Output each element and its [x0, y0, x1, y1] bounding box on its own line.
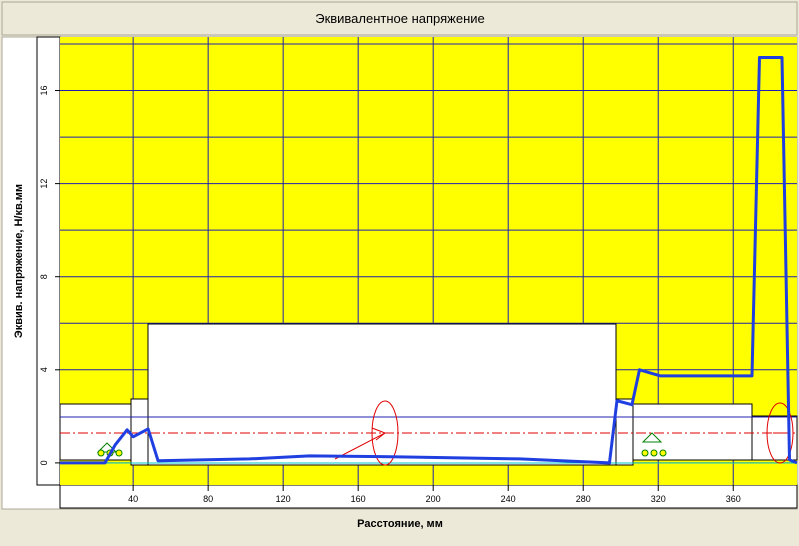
x-tick-label: 160 [351, 494, 366, 504]
y-tick-label: 12 [39, 179, 49, 189]
y-tick-label: 0 [39, 460, 49, 465]
x-tick-label: 40 [128, 494, 138, 504]
series [60, 55, 798, 465]
chart-title: Эквивалентное напряжение [315, 11, 485, 26]
y-axis-label: Эквив. напряжение, Н/кв.мм [13, 184, 25, 338]
x-tick-label: 320 [651, 494, 666, 504]
x-tick-label: 360 [726, 494, 741, 504]
data-line [60, 55, 798, 465]
x-tick-label: 280 [576, 494, 591, 504]
y-axis-strip [36, 36, 61, 486]
x-tick-label: 80 [203, 494, 213, 504]
y-tick-label: 4 [39, 367, 49, 372]
x-tick-label: 200 [426, 494, 441, 504]
x-tick-label: 240 [501, 494, 516, 504]
x-axis-label: Расстояние, мм [357, 518, 443, 530]
shaft-drawing [59, 323, 798, 466]
y-tick-label: 16 [39, 86, 49, 96]
y-tick-label: 8 [39, 274, 49, 279]
x-tick-label: 120 [276, 494, 291, 504]
title-bar [1, 1, 798, 36]
